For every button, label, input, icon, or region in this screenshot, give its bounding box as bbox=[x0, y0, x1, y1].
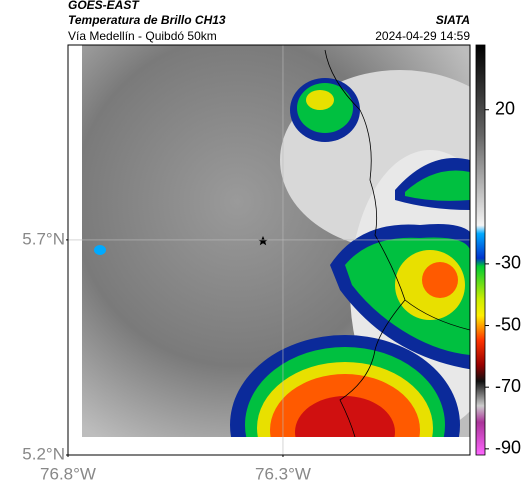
imagery bbox=[82, 45, 470, 437]
map-frame bbox=[67, 44, 471, 456]
colorbar-label: -70 bbox=[495, 376, 521, 396]
location-star bbox=[258, 236, 268, 246]
colorbar-label: 20 bbox=[495, 98, 515, 118]
lon-label: 76.8°W bbox=[40, 464, 96, 483]
colorbar-label: -50 bbox=[495, 314, 521, 334]
storm bbox=[295, 396, 395, 437]
storm bbox=[422, 262, 458, 298]
agency: SIATA bbox=[436, 13, 470, 27]
subtitle: Vía Medellín - Quibdó 50km bbox=[68, 29, 217, 43]
cell bbox=[94, 245, 106, 255]
border bbox=[324, 49, 406, 437]
title: Temperatura de Brillo CH13 bbox=[68, 13, 226, 27]
colorbar-label: -30 bbox=[495, 253, 521, 273]
colorbar-label: -90 bbox=[495, 438, 521, 458]
source: GOES-EAST bbox=[68, 0, 140, 12]
colorbar bbox=[475, 44, 486, 456]
storm bbox=[306, 90, 334, 110]
border bbox=[404, 299, 470, 331]
lon-label: 76.3°W bbox=[255, 464, 311, 483]
storm bbox=[405, 170, 470, 201]
timestamp: 2024-04-29 14:59 bbox=[375, 29, 470, 43]
lat-label: 5.7°N bbox=[22, 229, 65, 248]
lat-label: 5.2°N bbox=[22, 444, 65, 463]
